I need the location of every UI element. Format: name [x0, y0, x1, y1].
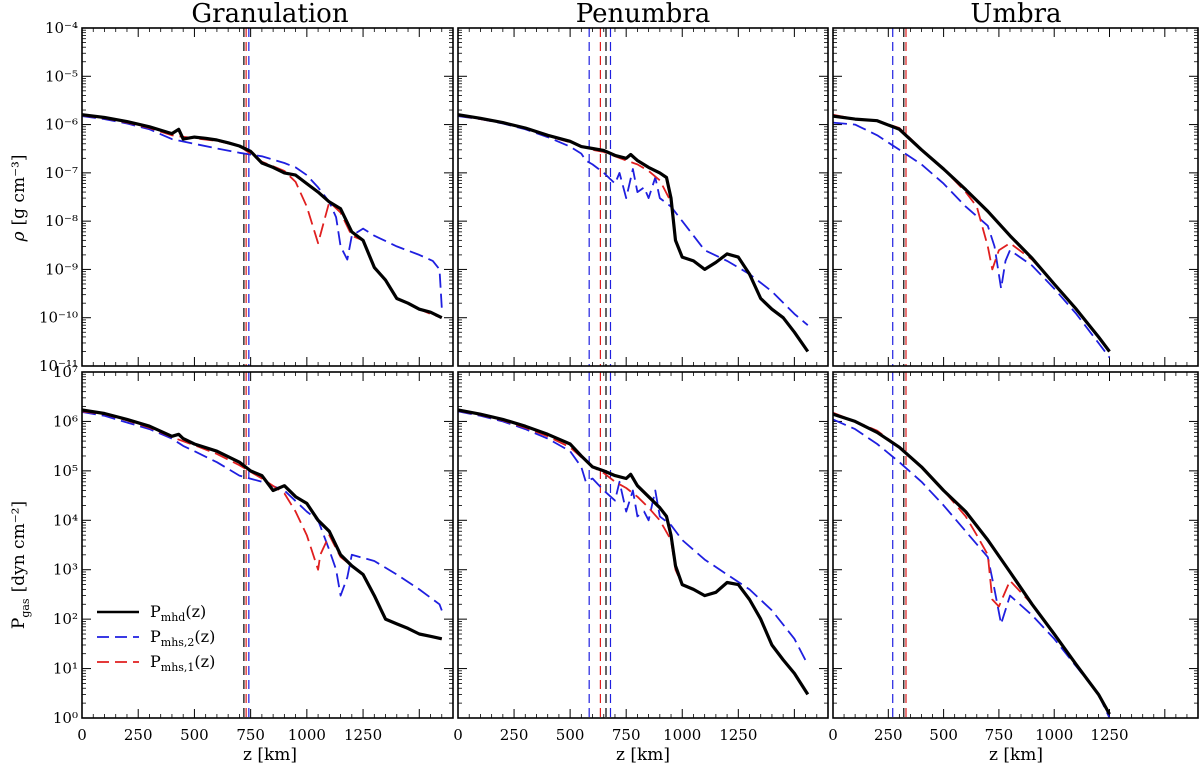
- ytick-label-rho-granulation: 10⁻¹¹: [39, 357, 78, 375]
- ytick-label-rho-granulation: 10⁻⁴: [45, 19, 78, 37]
- panel-p-granulation: 10⁰ 10¹ 10² 10³ 10⁴ 10⁵ 10⁶ 10⁷ 0 250 500 750 1000 12…: [53, 363, 454, 744]
- panel-rho-granulation: 10⁻¹¹ 10⁻¹⁰ 10⁻⁹ 10⁻⁸ 10⁻⁷ 10⁻⁶ 10⁻⁵ 10⁻⁴: [39, 19, 454, 375]
- series-mhd-rho-penumbra: [458, 113, 810, 353]
- ylabel-pressure: Pgas[dyn cm⁻²]: [9, 501, 32, 629]
- series-mhs2-p-umbra: [833, 418, 1111, 718]
- xtick-label-p-umbra: 0: [828, 726, 838, 744]
- series-mhs2-rho-penumbra: [458, 115, 809, 326]
- frame-p-umbra: [832, 371, 1199, 719]
- series-mhs1-p-penumbra: [458, 409, 809, 695]
- xlabel-penumbra: z [km]: [616, 745, 670, 765]
- frame-p-granulation: [81, 371, 454, 719]
- column-title-penumbra: Penumbra: [576, 0, 710, 29]
- ytick-label-p-granulation: 10⁶: [53, 412, 78, 430]
- frame-p-penumbra: [457, 371, 829, 719]
- xtick-label-p-granulation: 250: [124, 726, 153, 744]
- ytick-label-p-granulation: 10⁵: [53, 462, 78, 480]
- panel-rho-umbra: [832, 27, 1199, 367]
- ytick-label-rho-granulation: 10⁻⁸: [45, 212, 78, 230]
- ytick-label-rho-granulation: 10⁻⁶: [45, 116, 78, 134]
- series-mhs1-p-granulation: [82, 410, 442, 640]
- xtick-label-p-umbra: 750: [985, 726, 1014, 744]
- legend-label-mhs1: Pmhs,1(z): [150, 652, 215, 674]
- xtick-label-p-umbra: 1250: [1090, 726, 1128, 744]
- ytick-label-p-granulation: 10⁰: [53, 709, 78, 727]
- ytick-label-p-granulation: 10⁷: [53, 363, 78, 381]
- ytick-label-rho-granulation: 10⁻⁷: [45, 164, 78, 182]
- frame-rho-granulation: [81, 27, 454, 367]
- ytick-label-rho-granulation: 10⁻¹⁰: [39, 309, 78, 327]
- xtick-label-p-penumbra: 250: [500, 726, 529, 744]
- series-mhs2-p-granulation: [82, 411, 443, 611]
- series-mhd-p-penumbra: [458, 408, 810, 696]
- ylabel-density: ρ[g cm⁻³]: [9, 155, 29, 243]
- legend-label-mhd: Pmhd(z): [150, 602, 206, 624]
- xtick-label-p-umbra: 500: [929, 726, 958, 744]
- xtick-label-p-penumbra: 750: [612, 726, 641, 744]
- xtick-label-p-penumbra: 1000: [663, 726, 701, 744]
- ytick-label-p-granulation: 10³: [53, 561, 78, 579]
- series-mhs1-rho-umbra: [833, 113, 1111, 353]
- xtick-label-p-granulation: 0: [77, 726, 87, 744]
- series-mhd-p-umbra: [833, 412, 1111, 715]
- xtick-label-p-umbra: 1000: [1035, 726, 1073, 744]
- panel-p-penumbra: 0 250 500 750 1000 1250: [453, 371, 829, 744]
- ytick-label-rho-granulation: 10⁻⁹: [45, 260, 78, 278]
- xtick-label-p-granulation: 750: [236, 726, 265, 744]
- xtick-label-p-penumbra: 0: [453, 726, 463, 744]
- ytick-label-p-granulation: 10⁴: [53, 511, 78, 529]
- xtick-label-p-granulation: 1000: [288, 726, 326, 744]
- xtick-label-p-penumbra: 1250: [719, 726, 757, 744]
- series-mhs1-p-umbra: [833, 411, 1111, 715]
- series-mhd-rho-umbra: [833, 114, 1111, 353]
- panel-p-umbra: 0 250 500 750 1000 1250: [828, 371, 1199, 744]
- frame-rho-penumbra: [457, 27, 829, 367]
- series-mhs2-rho-granulation: [82, 115, 443, 308]
- series-mhs1-rho-granulation: [82, 114, 443, 319]
- xtick-label-p-granulation: 500: [180, 726, 209, 744]
- xtick-label-p-granulation: 1250: [344, 726, 382, 744]
- column-title-granulation: Granulation: [191, 0, 348, 29]
- series-mhs2-rho-umbra: [833, 121, 1111, 359]
- ytick-label-p-granulation: 10²: [53, 610, 78, 628]
- xtick-label-p-umbra: 250: [874, 726, 903, 744]
- series-mhd-rho-granulation: [82, 113, 443, 320]
- ytick-label-rho-granulation: 10⁻⁵: [45, 67, 78, 85]
- column-title-umbra: Umbra: [970, 0, 1061, 29]
- series-mhs2-p-penumbra: [458, 410, 809, 666]
- series-mhs1-rho-penumbra: [458, 114, 809, 353]
- legend-label-mhs2: Pmhs,2(z): [150, 627, 215, 649]
- series-mhd-p-granulation: [82, 408, 443, 641]
- xlabel-granulation: z [km]: [243, 745, 297, 765]
- panel-rho-penumbra: [457, 27, 829, 367]
- legend: Pmhd(z) Pmhs,2(z) Pmhs,1(z): [97, 602, 215, 674]
- xtick-label-p-penumbra: 500: [556, 726, 585, 744]
- ytick-label-p-granulation: 10¹: [53, 660, 78, 678]
- frame-rho-umbra: [832, 27, 1199, 367]
- xlabel-umbra: z [km]: [989, 745, 1043, 765]
